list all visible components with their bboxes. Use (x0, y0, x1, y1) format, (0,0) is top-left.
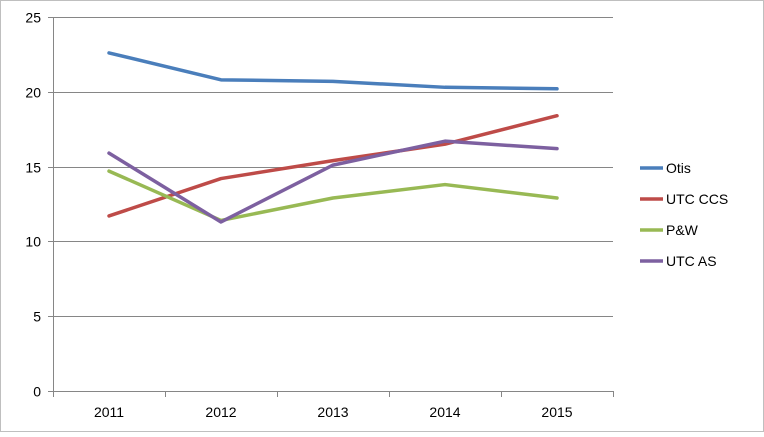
legend-label: UTC CCS (666, 191, 728, 207)
y-tick-label: 15 (25, 160, 41, 176)
series-line-p-w (107, 169, 559, 223)
x-tick-label: 2012 (205, 404, 236, 420)
series-line-utc-ccs (107, 113, 559, 218)
axes: 0 5 10 15 20 25 2011 2012 2013 2014 2015 (25, 10, 614, 420)
legend-label: UTC AS (666, 253, 717, 269)
x-tick-label: 2014 (429, 404, 460, 420)
legend: Otis UTC CCS P&W UTC AS (640, 160, 728, 269)
x-tick-label: 2013 (317, 404, 348, 420)
y-tick-label: 10 (25, 234, 41, 250)
series-line-utc-as (107, 139, 559, 224)
y-tick-label: 5 (33, 309, 41, 325)
x-tick-label: 2011 (94, 404, 124, 420)
y-tick-label: 20 (25, 85, 41, 101)
x-tick-label: 2015 (541, 404, 572, 420)
legend-label: Otis (666, 160, 691, 176)
y-tick-label: 25 (25, 10, 41, 26)
series-lines (107, 51, 559, 224)
y-tick-label: 0 (33, 384, 41, 400)
legend-label: P&W (666, 222, 699, 238)
series-line-otis (107, 51, 559, 91)
